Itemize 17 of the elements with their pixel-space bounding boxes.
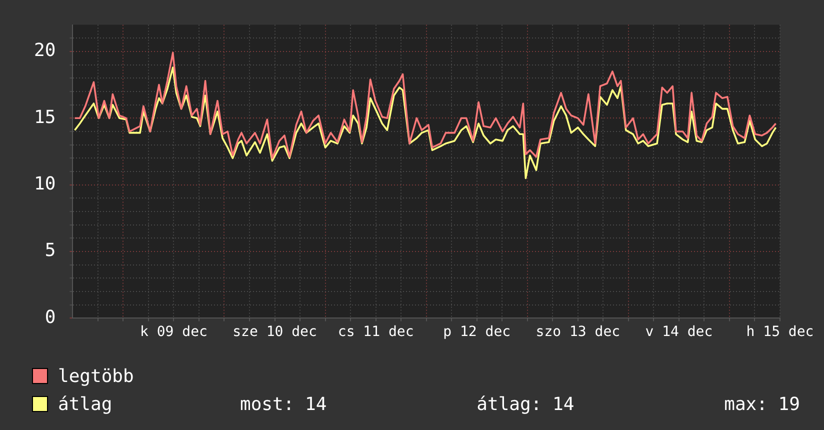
y-tick-label: 20 xyxy=(34,40,56,62)
x-tick-label: sze 10 dec xyxy=(232,324,317,340)
x-tick-label: k 09 dec xyxy=(140,324,208,340)
x-tick-label: szo 13 dec xyxy=(536,324,620,340)
y-tick-label: 10 xyxy=(34,174,56,195)
text: max: 19 xyxy=(724,394,800,414)
text: átlag: 14 xyxy=(476,394,574,414)
legend-label: legtöbb xyxy=(58,366,134,386)
y-tick-label: 15 xyxy=(34,106,56,128)
x-tick-label: h 15 dec xyxy=(746,324,814,340)
legend-label: átlag xyxy=(58,394,112,414)
y-tick-label: 5 xyxy=(44,240,56,262)
text: most: 14 xyxy=(240,394,327,414)
x-tick-label: p 12 dec xyxy=(443,324,511,340)
y-tick-label: 0 xyxy=(44,306,56,328)
x-tick-label: cs 11 dec xyxy=(338,324,414,340)
x-tick-label: v 14 dec xyxy=(645,324,713,340)
